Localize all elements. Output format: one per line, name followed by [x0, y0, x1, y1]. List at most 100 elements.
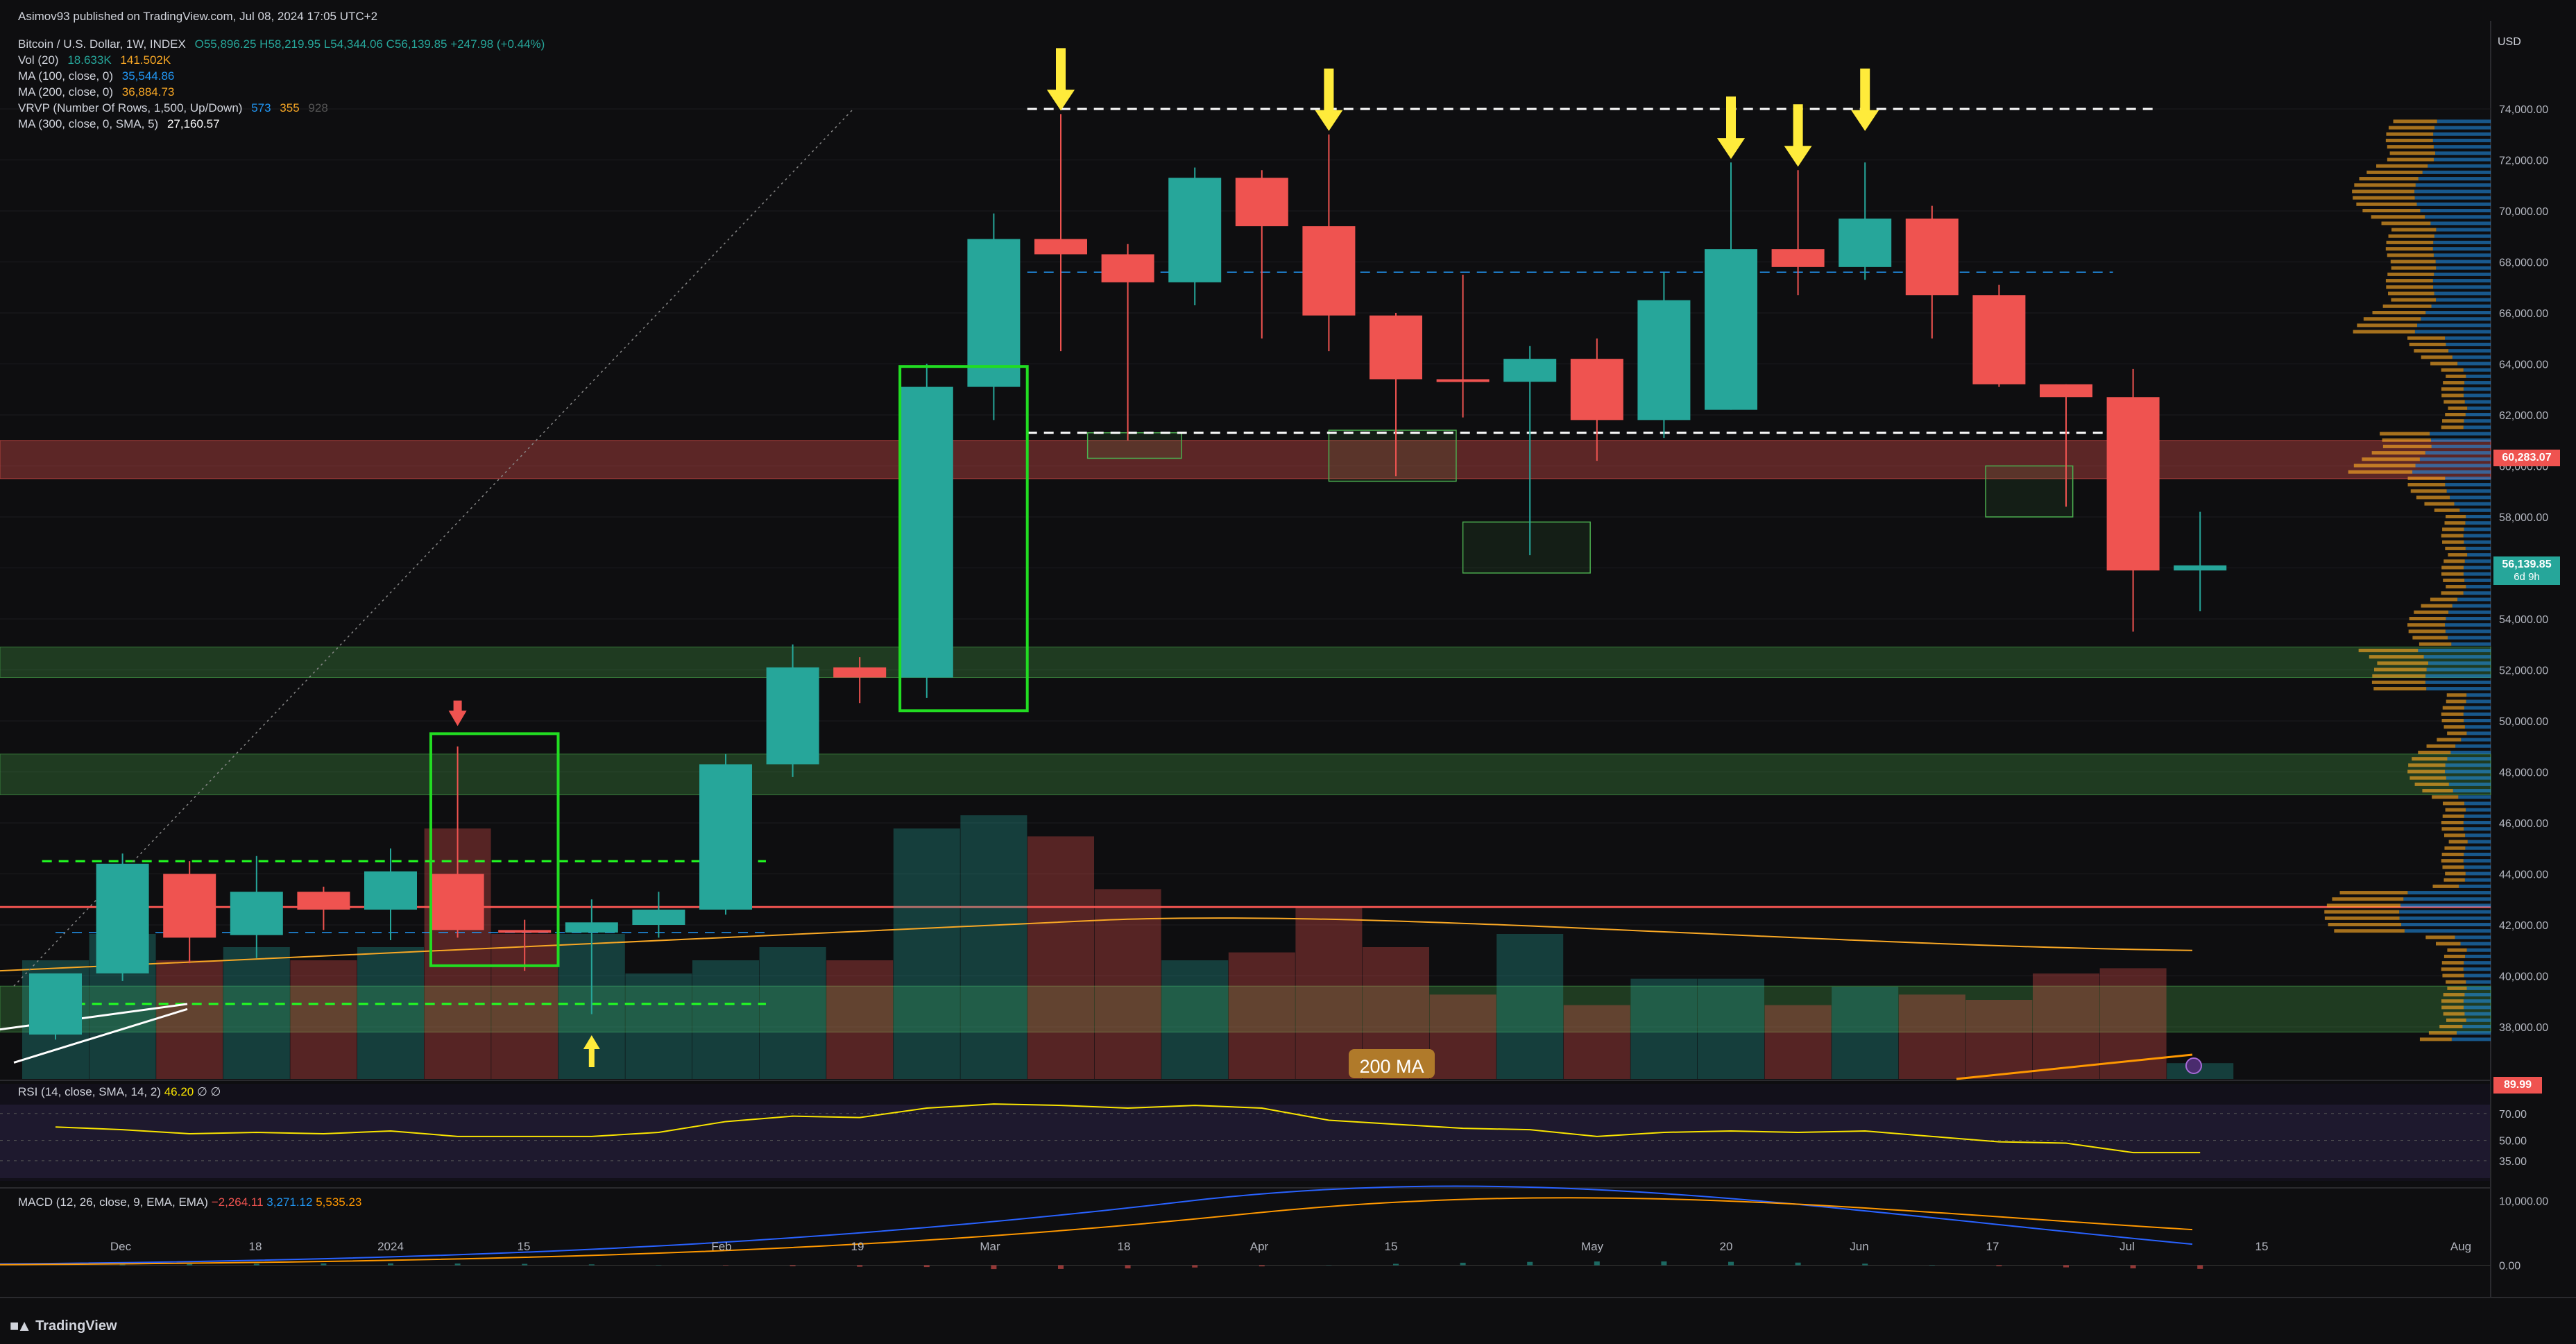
y-tick-label: 66,000.00	[2499, 308, 2548, 320]
vrvp-up-bar	[2467, 553, 2491, 557]
vrvp-up-bar	[2466, 1018, 2491, 1022]
vrvp-up-bar	[2430, 221, 2491, 226]
vrvp-up-bar	[2425, 311, 2491, 314]
vrvp-down-bar	[2407, 623, 2446, 627]
vrvp-down-bar	[2391, 266, 2437, 270]
x-tick-label: 15	[2255, 1240, 2269, 1253]
vrvp-down-bar	[2385, 279, 2433, 283]
macd-line-value: 3,271.12	[266, 1196, 313, 1209]
vrvp-up-bar	[2463, 572, 2491, 576]
down-arrow-icon	[1047, 48, 1075, 111]
indicator-label: Vol (20)	[18, 53, 59, 67]
indicator-vol[interactable]: Vol (20) 18.633K 141.502K	[18, 52, 545, 68]
candle-body	[1503, 359, 1557, 382]
vrvp-up-bar	[2459, 884, 2491, 888]
vrvp-up-bar	[2464, 540, 2491, 544]
volume-bar	[1832, 987, 1899, 1079]
volume-bar	[1161, 960, 1229, 1079]
vrvp-down-bar	[2407, 336, 2446, 340]
y-tick-label: 44,000.00	[2499, 869, 2548, 881]
vrvp-up-bar	[2463, 999, 2491, 1003]
currency-label[interactable]: USD	[2498, 36, 2521, 48]
vrvp-up-bar	[2418, 648, 2491, 652]
vrvp-down-bar	[2391, 228, 2437, 232]
macd-histogram-bar	[454, 1263, 461, 1266]
vrvp-up-bar	[2446, 776, 2491, 780]
vrvp-up-bar	[2466, 948, 2491, 952]
vrvp-up-bar	[2465, 954, 2491, 958]
vrvp-down-bar	[2441, 999, 2464, 1003]
vrvp-up-bar	[2446, 342, 2491, 346]
macd-histogram-bar	[522, 1264, 528, 1266]
volume-bar	[1965, 1000, 2033, 1079]
annotations: 200 MA	[429, 48, 2202, 1078]
vrvp-down-bar	[2443, 833, 2466, 837]
macd-hist-value: −2,264.11	[211, 1196, 264, 1209]
vrvp-up-bar	[2448, 610, 2491, 614]
vrvp-down-bar	[2439, 1025, 2463, 1028]
vrvp-up-bar	[2445, 336, 2491, 340]
vrvp-down-bar	[2414, 349, 2449, 353]
vrvp-up-bar	[2463, 712, 2491, 716]
vrvp-down-bar	[2448, 840, 2468, 844]
indicator-vrvp[interactable]: VRVP (Number Of Rows, 1,500, Up/Down) 57…	[18, 100, 545, 116]
rsi-tick-label: 35.00	[2499, 1156, 2527, 1168]
macd-histogram-bar	[1460, 1262, 1466, 1266]
candle-body	[1235, 178, 1288, 227]
vrvp-up-bar	[2450, 495, 2491, 500]
macd-legend[interactable]: MACD (12, 26, close, 9, EMA, EMA) −2,264…	[18, 1196, 361, 1209]
vrvp-down-bar	[2408, 629, 2446, 633]
volume-bar	[223, 947, 290, 1079]
indicator-ma300[interactable]: MA (300, close, 0, SMA, 5) 27,160.57	[18, 116, 545, 132]
down-arrow-icon	[1315, 68, 1343, 131]
vrvp-up-bar	[2407, 891, 2491, 895]
vrvp-up-bar	[2445, 763, 2491, 767]
consolidation-box	[1086, 432, 1182, 459]
vrvp-down-bar	[2387, 158, 2434, 162]
vrvp-down-bar	[2441, 712, 2464, 716]
vrvp-down-bar	[2441, 591, 2464, 595]
rsi-tick-label: 50.00	[2499, 1136, 2527, 1148]
rsi-legend[interactable]: RSI (14, close, SMA, 14, 2) 46.20 ∅ ∅	[18, 1085, 221, 1099]
rsi-value: 46.20	[164, 1085, 194, 1098]
vrvp-up-bar	[2433, 158, 2491, 162]
vrvp-down-bar	[2371, 215, 2425, 219]
vrvp-down-bar	[2409, 776, 2446, 780]
vrvp-up-bar	[2464, 993, 2491, 997]
x-tick-label: Aug	[2450, 1240, 2471, 1253]
vrvp-up-bar	[2464, 559, 2491, 563]
vrvp-down-bar	[2447, 731, 2467, 735]
tradingview-logo[interactable]: ■▲ TradingView	[10, 1317, 117, 1335]
consolidation-box	[1985, 465, 2074, 518]
volume-bar	[1496, 934, 1564, 1079]
indicator-ma200[interactable]: MA (200, close, 0) 36,884.73	[18, 84, 545, 100]
vrvp-down-bar	[2393, 119, 2437, 124]
indicator-ma100[interactable]: MA (100, close, 0) 35,544.86	[18, 68, 545, 84]
vrvp-down-bar	[2334, 929, 2405, 933]
vrvp-up-bar	[2422, 170, 2491, 174]
vrvp-down-bar	[2387, 253, 2434, 257]
vrvp-up-bar	[2446, 489, 2491, 493]
vrvp-down-bar	[2412, 636, 2448, 640]
vrvp-down-bar	[2441, 387, 2464, 391]
volume-bar	[1429, 994, 1496, 1079]
rsi-band	[0, 1105, 2491, 1178]
indicator-value: 35,544.86	[121, 69, 175, 83]
candle-body	[2040, 384, 2092, 398]
vrvp-up-bar	[2465, 413, 2491, 416]
ma-200-line	[1956, 1053, 2193, 1080]
level-price-tag: 60,283.07	[2493, 450, 2560, 466]
vrvp-up-bar	[2466, 693, 2491, 697]
y-tick-label: 42,000.00	[2499, 920, 2548, 932]
axes: 38,000.00 40,000.00 42,000.00 44,000.00 46,0…	[110, 104, 2548, 1273]
macd-signal-line	[0, 1197, 2193, 1266]
vrvp-up-bar	[2426, 687, 2491, 691]
vrvp-down-bar	[2363, 317, 2421, 321]
vrvp-up-bar	[2464, 419, 2491, 423]
vrvp-down-bar	[2443, 1012, 2465, 1016]
vrvp-up-bar	[2454, 502, 2491, 506]
vrvp-down-bar	[2407, 483, 2446, 487]
symbol-row[interactable]: Bitcoin / U.S. Dollar, 1W, INDEX O55,896…	[18, 36, 545, 52]
vrvp-down-bar	[2432, 884, 2459, 888]
